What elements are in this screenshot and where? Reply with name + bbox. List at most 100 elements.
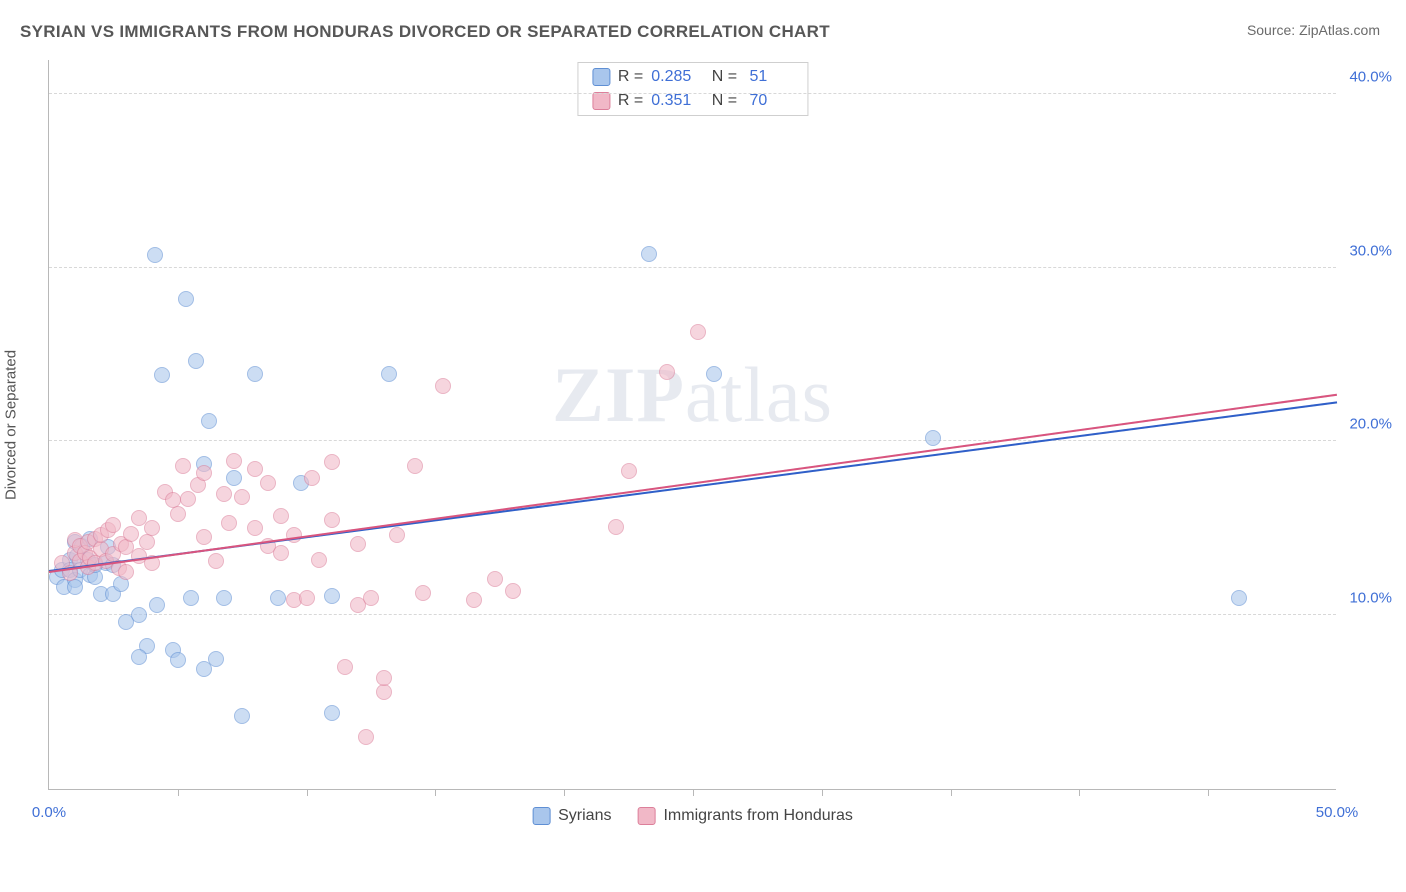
legend-series-label: Syrians [558, 807, 611, 825]
data-point [337, 659, 353, 675]
data-point [706, 366, 722, 382]
x-tick-label: 50.0% [1316, 804, 1359, 821]
data-point [208, 651, 224, 667]
x-tick [178, 789, 179, 796]
source-link[interactable]: ZipAtlas.com [1299, 22, 1380, 38]
data-point [270, 590, 286, 606]
data-point [358, 729, 374, 745]
data-point [925, 430, 941, 446]
data-point [407, 458, 423, 474]
gridline [49, 614, 1336, 615]
data-point [324, 705, 340, 721]
data-point [324, 454, 340, 470]
chart-container: ZIPatlas Divorced or Separated R =0.285 … [48, 60, 1388, 830]
watermark-rest: atlas [685, 351, 833, 438]
legend-series: SyriansImmigrants from Honduras [532, 807, 853, 825]
data-point [376, 670, 392, 686]
data-point [196, 529, 212, 545]
data-point [690, 324, 706, 340]
data-point [435, 378, 451, 394]
x-tick [435, 789, 436, 796]
watermark: ZIPatlas [552, 350, 833, 440]
data-point [147, 247, 163, 263]
data-point [131, 649, 147, 665]
source-prefix: Source: [1247, 22, 1299, 38]
plot-area: ZIPatlas Divorced or Separated R =0.285 … [48, 60, 1336, 790]
x-tick [693, 789, 694, 796]
data-point [105, 517, 121, 533]
data-point [299, 590, 315, 606]
data-point [363, 590, 379, 606]
data-point [324, 512, 340, 528]
data-point [67, 579, 83, 595]
data-point [324, 588, 340, 604]
data-point [260, 475, 276, 491]
legend-r-value: 0.351 [651, 92, 699, 110]
data-point [247, 520, 263, 536]
gridline [49, 440, 1336, 441]
legend-n-value: 51 [745, 68, 793, 86]
legend-r-label: R = [618, 92, 643, 110]
x-tick-label: 0.0% [32, 804, 66, 821]
data-point [659, 364, 675, 380]
data-point [608, 519, 624, 535]
data-point [216, 590, 232, 606]
legend-swatch [592, 92, 610, 110]
data-point [183, 590, 199, 606]
x-tick [1079, 789, 1080, 796]
data-point [201, 413, 217, 429]
legend-n-label: N = [707, 92, 737, 110]
data-point [311, 552, 327, 568]
gridline [49, 267, 1336, 268]
data-point [415, 585, 431, 601]
data-point [118, 564, 134, 580]
legend-swatch [592, 68, 610, 86]
data-point [170, 506, 186, 522]
y-tick-label: 20.0% [1349, 416, 1392, 433]
data-point [376, 684, 392, 700]
data-point [247, 366, 263, 382]
legend-n-value: 70 [745, 92, 793, 110]
data-point [226, 470, 242, 486]
legend-swatch [637, 807, 655, 825]
data-point [196, 465, 212, 481]
data-point [304, 470, 320, 486]
data-point [226, 453, 242, 469]
data-point [180, 491, 196, 507]
y-tick-label: 10.0% [1349, 590, 1392, 607]
x-tick [822, 789, 823, 796]
data-point [273, 508, 289, 524]
data-point [170, 652, 186, 668]
source-attribution: Source: ZipAtlas.com [1247, 22, 1380, 38]
x-tick [951, 789, 952, 796]
data-point [234, 489, 250, 505]
data-point [131, 607, 147, 623]
legend-stat-row: R =0.285 N = 51 [578, 65, 807, 89]
data-point [139, 534, 155, 550]
legend-series-item: Syrians [532, 807, 611, 825]
data-point [350, 536, 366, 552]
data-point [175, 458, 191, 474]
x-tick [1208, 789, 1209, 796]
data-point [389, 527, 405, 543]
legend-stats: R =0.285 N = 51 R = 0.351 N = 70 [577, 62, 808, 116]
data-point [123, 526, 139, 542]
legend-swatch [532, 807, 550, 825]
data-point [154, 367, 170, 383]
data-point [247, 461, 263, 477]
data-point [505, 583, 521, 599]
legend-n-label: N = [707, 68, 737, 86]
data-point [487, 571, 503, 587]
data-point [149, 597, 165, 613]
y-tick-label: 40.0% [1349, 68, 1392, 85]
data-point [621, 463, 637, 479]
data-point [216, 486, 232, 502]
chart-title: SYRIAN VS IMMIGRANTS FROM HONDURAS DIVOR… [20, 22, 830, 42]
data-point [641, 246, 657, 262]
data-point [273, 545, 289, 561]
data-point [286, 527, 302, 543]
data-point [234, 708, 250, 724]
data-point [466, 592, 482, 608]
data-point [208, 553, 224, 569]
data-point [178, 291, 194, 307]
